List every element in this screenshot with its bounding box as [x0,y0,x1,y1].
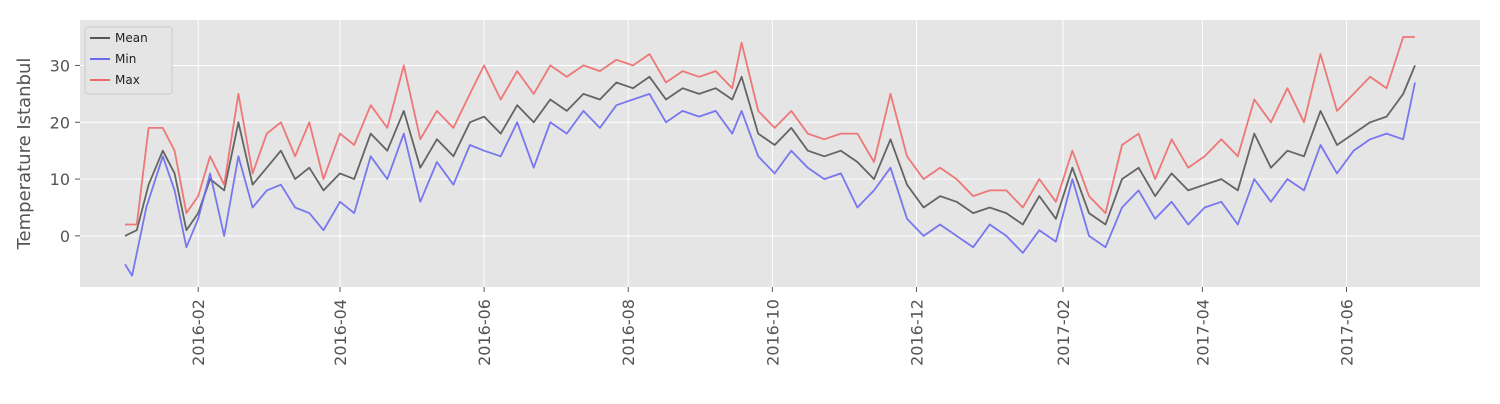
series-line-min [124,82,1416,277]
y-tick-label: 0 [60,227,70,246]
x-tick-label: 2016-08 [619,299,638,366]
y-axis-label: Temperature Istanbul [14,58,35,251]
plot-background [80,20,1480,287]
y-tick-label: 30 [50,56,70,75]
x-tick-label: 2017-02 [1054,299,1073,366]
x-tick-label: 2016-06 [475,299,494,366]
series-lines [124,36,1416,277]
y-tick-label: 20 [50,113,70,132]
y-tick-label: 10 [50,170,70,189]
series-line-mean [124,65,1416,237]
series-line-max [125,36,1415,226]
legend-box [84,26,173,95]
x-tick-label: 2017-06 [1337,299,1356,366]
x-tick-label: 2016-12 [907,299,926,366]
x-tick-label: 2016-10 [763,299,782,366]
x-tick-label: 2016-02 [189,299,208,366]
legend-label-mean: Mean [115,31,148,45]
axis-ticks: 0 10 20 30 2016-02 2016-04 2016-06 2016-08 2016-… [50,56,1357,365]
legend-label-max: Max [115,73,140,87]
x-tick-label: 2017-04 [1193,299,1212,366]
legend-label-min: Min [115,52,136,66]
x-tick-label: 2016-04 [331,299,350,366]
legend: Mean Min Max [84,26,173,95]
